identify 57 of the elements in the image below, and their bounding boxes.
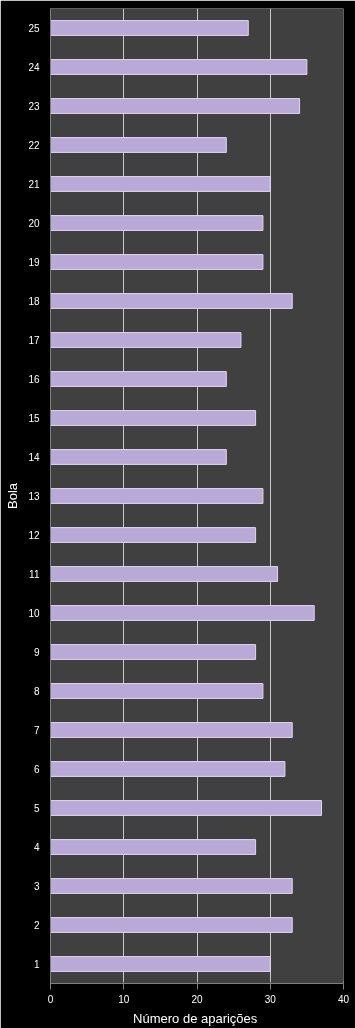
y-tick-label: 24 [28, 62, 40, 73]
y-tick-label: 4 [33, 842, 40, 853]
y-tick-label: 5 [33, 803, 40, 814]
y-tick-label: 13 [28, 491, 40, 502]
y-tick-label: 21 [28, 179, 40, 190]
x-tick-label: 20 [191, 993, 203, 1005]
y-tick-label: 22 [28, 140, 40, 151]
bar [50, 644, 257, 660]
bar [50, 293, 293, 309]
y-tick-label: 10 [28, 608, 40, 619]
y-tick-label: 12 [28, 530, 40, 541]
bar [50, 332, 242, 348]
bar [50, 761, 286, 777]
bar [50, 254, 264, 270]
bar [50, 566, 279, 582]
y-tick-label: 7 [33, 725, 40, 736]
y-tick-label: 6 [33, 764, 40, 775]
y-tick-label: 16 [28, 374, 40, 385]
x-tick-label: 40 [337, 993, 350, 1005]
y-tick-label: 1 [33, 959, 40, 970]
y-tick-label: 15 [28, 413, 40, 424]
bar [50, 683, 264, 699]
bar [50, 722, 293, 738]
y-tick-label: 18 [28, 296, 40, 307]
y-tick-label: 20 [28, 218, 40, 229]
bar [50, 176, 271, 192]
x-tick-label: 30 [264, 993, 277, 1005]
y-tick-label: 14 [28, 452, 40, 463]
bar [50, 137, 227, 153]
bar [50, 800, 323, 816]
x-tick-label: 10 [118, 993, 130, 1005]
bar [50, 449, 227, 465]
x-axis-title: Número de aparições [133, 1010, 258, 1026]
bar [50, 20, 249, 36]
bar [50, 488, 264, 504]
x-tick-label: 0 [47, 993, 54, 1005]
bar [50, 605, 315, 621]
y-tick-label: 9 [33, 647, 40, 658]
bar [50, 956, 271, 972]
y-tick-label: 8 [33, 686, 40, 697]
y-axis-title: Bola [5, 482, 21, 510]
y-tick-label: 25 [28, 23, 40, 34]
bar [50, 59, 308, 75]
y-tick-label: 2 [33, 920, 40, 931]
bar [50, 839, 257, 855]
bar [50, 527, 257, 543]
bar [50, 410, 257, 426]
y-tick-label: 19 [28, 257, 40, 268]
bar [50, 371, 227, 387]
y-tick-label: 23 [28, 101, 40, 112]
bar [50, 917, 293, 933]
y-tick-label: 3 [33, 881, 40, 892]
bar [50, 215, 264, 231]
bar [50, 878, 293, 894]
y-tick-label: 17 [28, 335, 40, 346]
y-tick-label: 11 [29, 569, 40, 580]
bar [50, 98, 301, 114]
